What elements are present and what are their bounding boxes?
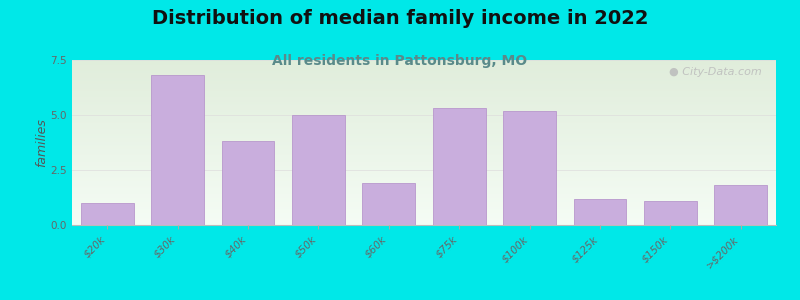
Bar — [151, 75, 204, 225]
Bar — [574, 199, 626, 225]
Text: All residents in Pattonsburg, MO: All residents in Pattonsburg, MO — [273, 54, 527, 68]
Y-axis label: families: families — [34, 118, 48, 167]
Bar — [644, 201, 697, 225]
Bar — [292, 115, 345, 225]
Bar — [503, 111, 556, 225]
Bar — [362, 183, 415, 225]
Text: ● City-Data.com: ● City-Data.com — [669, 67, 762, 76]
Bar — [81, 203, 134, 225]
Bar — [714, 185, 767, 225]
Bar — [222, 141, 274, 225]
Text: Distribution of median family income in 2022: Distribution of median family income in … — [152, 9, 648, 28]
Bar — [433, 108, 486, 225]
